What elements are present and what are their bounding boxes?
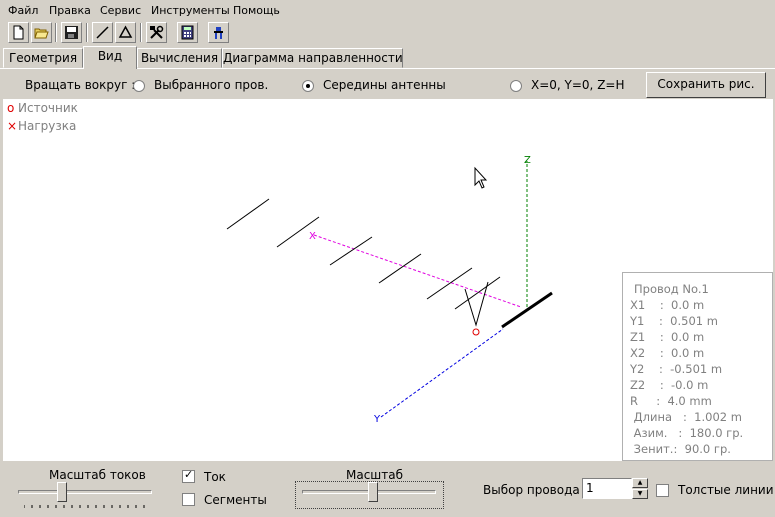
segments-checkbox[interactable] — [182, 493, 195, 506]
selected-wire — [501, 291, 553, 329]
wire-info-x2: X2 : 0.0 m — [630, 346, 705, 360]
wire-info-x1: X1 : 0.0 m — [630, 298, 705, 312]
wire-info-length: Длина : 1.002 m — [630, 410, 742, 424]
x-axis-label: X — [309, 231, 316, 242]
segments-checkbox-label[interactable]: Сегменты — [204, 493, 267, 507]
wire-info-y1: Y1 : 0.501 m — [630, 314, 718, 328]
current-scale-slider[interactable] — [57, 482, 67, 502]
feed-wire — [464, 281, 489, 327]
wire-info-panel: Провод No.1 X1 : 0.0 m Y1 : 0.501 m Z1 :… — [622, 272, 773, 461]
tab-calculations[interactable]: Вычисления — [137, 48, 222, 68]
z-axis-label: Z — [524, 155, 531, 166]
draw-line-button[interactable] — [92, 22, 113, 43]
new-file-icon — [13, 25, 24, 40]
radio-antenna-center[interactable] — [302, 80, 314, 92]
y-axis — [380, 328, 504, 418]
scale-slider-focus — [295, 481, 444, 509]
open-button[interactable] — [31, 22, 52, 43]
line-icon — [96, 26, 109, 39]
current-checkbox-label[interactable]: Ток — [204, 470, 226, 484]
draw-triangle-button[interactable] — [115, 22, 136, 43]
tools-icon — [150, 25, 164, 39]
menu-service[interactable]: Сервис — [100, 4, 142, 17]
wire-info-y2: Y2 : -0.501 m — [630, 362, 723, 376]
radio-antenna-center-label[interactable]: Середины антенны — [323, 78, 446, 92]
radio-origin-label[interactable]: X=0, Y=0, Z=H — [531, 78, 625, 92]
wire-select-input[interactable]: 1 — [582, 478, 632, 499]
antenna-icon — [214, 27, 223, 39]
menu-file[interactable]: Файл — [8, 4, 39, 17]
wire-select-down-button[interactable]: ▼ — [632, 489, 648, 499]
wire-info-z2: Z2 : -0.0 m — [630, 378, 709, 392]
current-scale-label: Масштаб токов — [49, 468, 146, 482]
toolbar — [0, 21, 775, 45]
radio-selected-wire-label[interactable]: Выбранного пров. — [154, 78, 269, 92]
x-axis — [313, 234, 522, 308]
wire-info-z1: Z1 : 0.0 m — [630, 330, 705, 344]
menu-edit[interactable]: Правка — [49, 4, 91, 17]
tools-button[interactable] — [146, 22, 167, 43]
load-legend-icon: × — [7, 119, 18, 133]
rotate-label: Вращать вокруг : — [25, 78, 136, 92]
save-icon — [65, 26, 78, 39]
director-wire — [226, 198, 270, 230]
load-legend-label: Нагрузка — [18, 119, 77, 133]
mouse-cursor-icon — [474, 166, 488, 189]
tab-panel-border — [0, 68, 775, 69]
director-wire — [276, 216, 320, 248]
current-scale-ticks — [24, 505, 145, 508]
calculator-button[interactable] — [177, 22, 198, 43]
wire-select-label: Выбор провода — [483, 483, 580, 497]
scale-label: Масштаб — [346, 468, 404, 482]
tab-view[interactable]: Вид — [83, 46, 137, 69]
new-file-button[interactable] — [8, 22, 29, 43]
director-wire — [426, 267, 473, 300]
thick-lines-label[interactable]: Толстые линии — [678, 483, 774, 497]
antenna-3d-view: Z X Y — [226, 155, 553, 425]
director-wire — [329, 236, 373, 266]
thick-lines-checkbox[interactable] — [656, 484, 669, 497]
wire-info-zenith: Зенит.: 90.0 гр. — [630, 442, 731, 456]
radio-origin[interactable] — [510, 80, 522, 92]
y-axis-label: Y — [373, 414, 381, 425]
calculator-icon — [181, 25, 194, 40]
menu-bar: Файл Правка Сервис Инструменты Помощь — [0, 0, 775, 20]
wire-info-azimuth: Азим. : 180.0 гр. — [630, 426, 744, 440]
director-wire — [378, 253, 422, 284]
tab-directivity-diagram[interactable]: Диаграмма направленности — [222, 48, 403, 68]
wire-select-up-button[interactable]: ▲ — [632, 478, 648, 488]
tab-geometry[interactable]: Геометрия — [3, 48, 83, 68]
scale-slider[interactable] — [368, 482, 378, 502]
wire-info-title: Провод No.1 — [634, 282, 709, 296]
radio-selected-wire[interactable] — [133, 80, 145, 92]
wire-info-radius: R : 4.0 mm — [630, 394, 712, 408]
director-wire — [454, 276, 501, 310]
menu-help[interactable]: Помощь — [233, 4, 280, 17]
source-legend-label: Источник — [18, 101, 78, 115]
source-marker — [472, 328, 480, 336]
save-button[interactable] — [61, 22, 82, 43]
triangle-icon — [118, 25, 133, 38]
save-picture-button[interactable]: Сохранить рис. — [646, 72, 766, 98]
antenna-button[interactable] — [208, 22, 229, 43]
open-folder-icon — [34, 28, 49, 39]
menu-tools[interactable]: Инструменты — [151, 4, 230, 17]
current-scale-track — [18, 490, 152, 494]
current-checkbox[interactable] — [182, 468, 195, 483]
source-legend-icon: o — [7, 101, 15, 115]
